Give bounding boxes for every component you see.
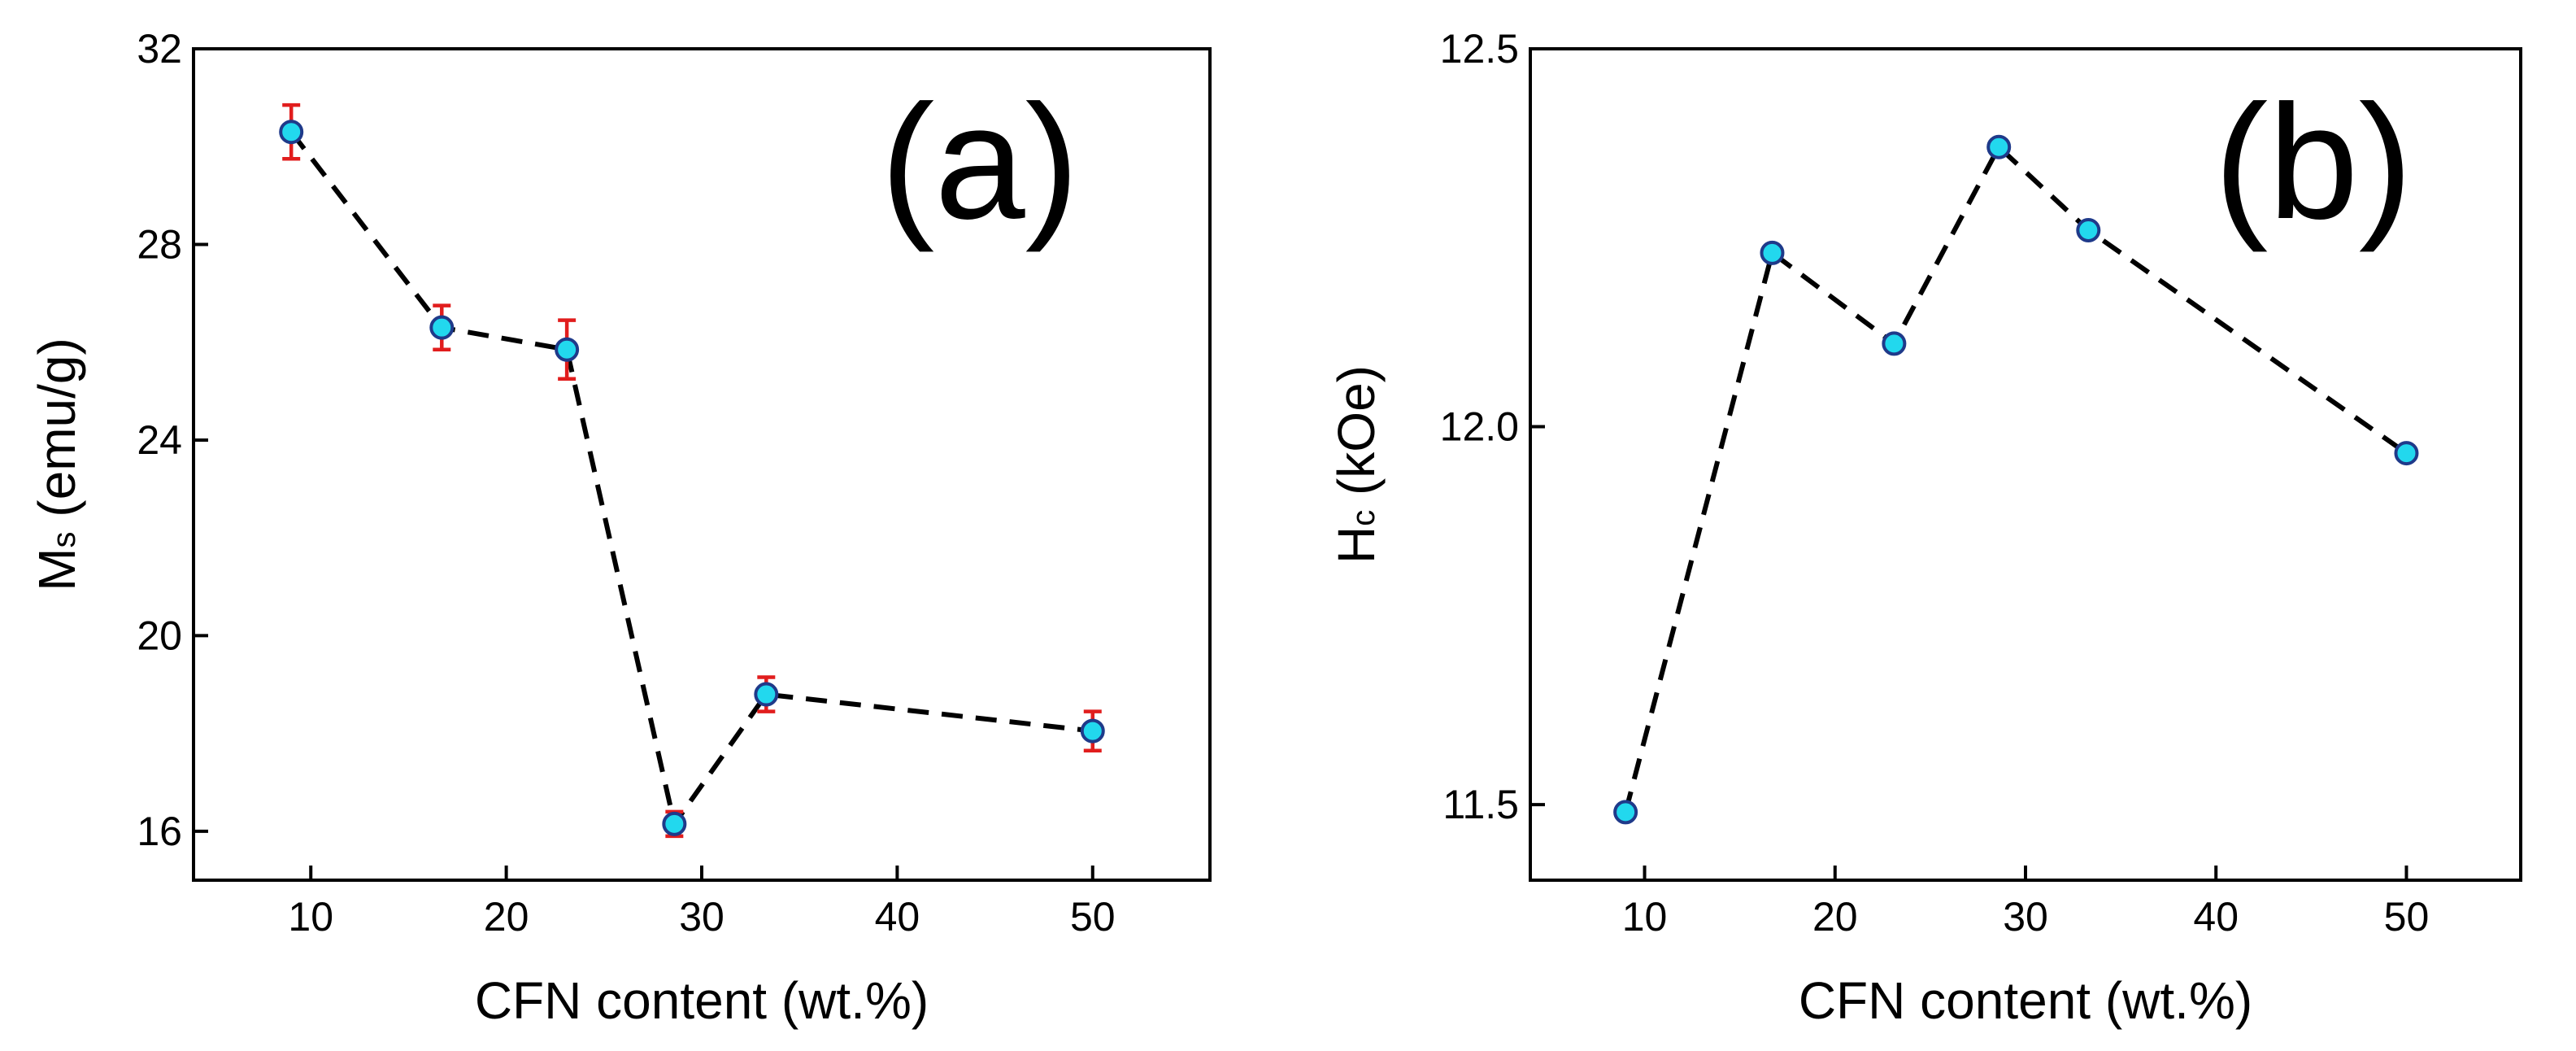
panel-a-data-point: [754, 682, 779, 707]
panel-a-data-point: [555, 337, 580, 362]
panel-b-x-tick-label: 10: [1622, 894, 1668, 940]
panel-b-y-tick-label: 11.5: [1442, 782, 1519, 827]
panel-b-x-tick-label: 30: [2003, 894, 2048, 940]
panel-b-data-point: [1882, 331, 1907, 356]
panel-a-x-tick-label: 40: [875, 894, 920, 940]
panel-b-data-point: [1760, 240, 1785, 265]
panel-b-data-point: [1613, 800, 1638, 825]
panel-a: 10 20 30 40 50 16 20 24 28 32 (a) CFN content (wt…: [28, 26, 1212, 1030]
panel-b-data-point: [1986, 134, 2012, 159]
panel-a-y-tick-label: 28: [137, 221, 182, 267]
panel-b-data-point: [2076, 217, 2101, 242]
panel-a-data-point: [662, 811, 687, 836]
panel-b-x-tick-label: 40: [2193, 894, 2239, 940]
panel-a-y-axis-title-unit: (emu/g): [28, 338, 86, 531]
panel-a-y-tick-label: 32: [137, 26, 182, 72]
panel-b-y-axis-title: Hc (kOe): [1327, 365, 1386, 564]
panel-a-y-tick-label: 24: [137, 417, 182, 463]
panel-a-series-line: [289, 130, 1094, 831]
panel-b-y-axis-title-unit: (kOe): [1327, 365, 1386, 510]
panel-a-ticks: 10 20 30 40 50 16 20 24 28 32: [137, 26, 1115, 940]
panel-b-y-tick-label: 12.0: [1440, 404, 1519, 450]
panel-a-y-axis-title-subscript: s: [46, 531, 82, 547]
panel-a-data-point: [429, 315, 455, 340]
panel-b-y-tick-label: 12.5: [1440, 26, 1519, 72]
panel-a-y-axis-title-main: M: [28, 547, 86, 591]
panel-a-data-point: [1080, 718, 1105, 744]
panel-a-y-axis-title: Ms (emu/g): [28, 338, 86, 591]
panel-b-ticks: 10 20 30 40 50 11.5 12.0 12.5: [1440, 26, 2430, 940]
panel-b: 10 20 30 40 50 11.5 12.0 12.5 (b) CFN content (…: [1327, 26, 2522, 1030]
panel-a-x-tick-label: 30: [679, 894, 724, 940]
panel-b-x-tick-label: 20: [1812, 894, 1858, 940]
panel-b-x-axis-title: CFN content (wt.%): [1799, 971, 2252, 1030]
panel-a-series: [279, 102, 1105, 839]
panel-a-label: (a): [881, 72, 1079, 253]
panel-b-x-tick-label: 50: [2384, 894, 2430, 940]
panel-b-label: (b): [2214, 72, 2413, 253]
panel-a-y-tick-label: 16: [137, 809, 182, 854]
panel-a-x-tick-label: 10: [288, 894, 333, 940]
panel-a-x-tick-label: 20: [484, 894, 529, 940]
panel-b-series: [1613, 134, 2419, 825]
panel-b-y-axis-title-subscript: c: [1346, 510, 1382, 526]
panel-a-y-tick-label: 20: [137, 613, 182, 658]
panel-a-x-tick-label: 50: [1070, 894, 1116, 940]
panel-a-x-axis-title: CFN content (wt.%): [475, 971, 929, 1030]
panel-b-y-axis-title-main: H: [1327, 526, 1386, 564]
panel-b-data-point: [2394, 441, 2419, 466]
panel-b-series-line: [1623, 142, 2408, 813]
panel-a-data-point: [279, 120, 304, 145]
